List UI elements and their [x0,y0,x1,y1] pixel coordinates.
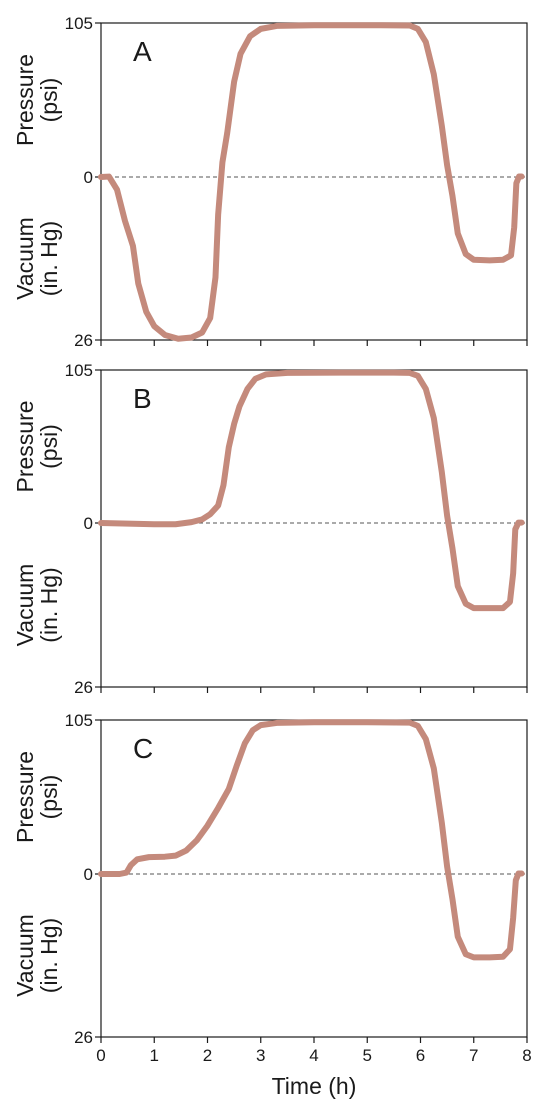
x-tick-label: 8 [522,1046,531,1065]
panel-letter: A [133,36,152,67]
vacuum-axis-label: Vacuum [12,217,38,300]
x-tick-label: 6 [416,1046,425,1065]
vacuum-axis-label: Vacuum [12,564,38,647]
x-tick-label: 4 [309,1046,318,1065]
x-tick-label: 5 [363,1046,372,1065]
y-tick-label: 0 [84,865,93,884]
pressure-axis-label: (psi) [36,424,62,469]
pressure-axis-label: Pressure [12,400,38,492]
plot-frame [100,719,528,1038]
y-tick-label: 26 [74,1028,93,1047]
x-tick-label: 3 [256,1046,265,1065]
x-tick-label: 7 [469,1046,478,1065]
pressure-axis-label: (psi) [36,775,62,820]
y-tick-label: 105 [65,361,93,380]
vacuum-axis-label: (in. Hg) [36,221,62,296]
panel-letter: B [133,383,152,414]
pressure-axis-label: Pressure [12,54,38,146]
series-line [98,22,525,342]
y-tick-label: 26 [74,331,93,350]
panel-b: 105 0 26 Pressure(psi) Vacuum(in. Hg) B [12,361,528,697]
series-line [98,369,525,612]
y-tick-label: 0 [84,514,93,533]
vacuum-axis-label: Vacuum [12,914,38,997]
plot-frame [100,22,528,341]
y-tick-label: 105 [65,711,93,730]
y-tick-label: 105 [65,14,93,33]
plot-frame [100,369,528,688]
series-line [98,719,525,961]
panel-a: 105 0 26 Pressure(psi) Vacuum(in. Hg) A [12,14,528,350]
pressure-axis-label: (psi) [36,78,62,123]
pressure-axis-label: Pressure [12,751,38,843]
y-tick-label: 26 [74,678,93,697]
x-tick-label: 2 [203,1046,212,1065]
vacuum-axis-label: (in. Hg) [36,918,62,993]
panel-letter: C [133,733,153,764]
y-tick-label: 0 [84,168,93,187]
x-tick-label: 0 [96,1046,105,1065]
x-tick-label: 1 [150,1046,159,1065]
x-axis-title: Time (h) [272,1073,357,1099]
vacuum-axis-label: (in. Hg) [36,567,62,642]
